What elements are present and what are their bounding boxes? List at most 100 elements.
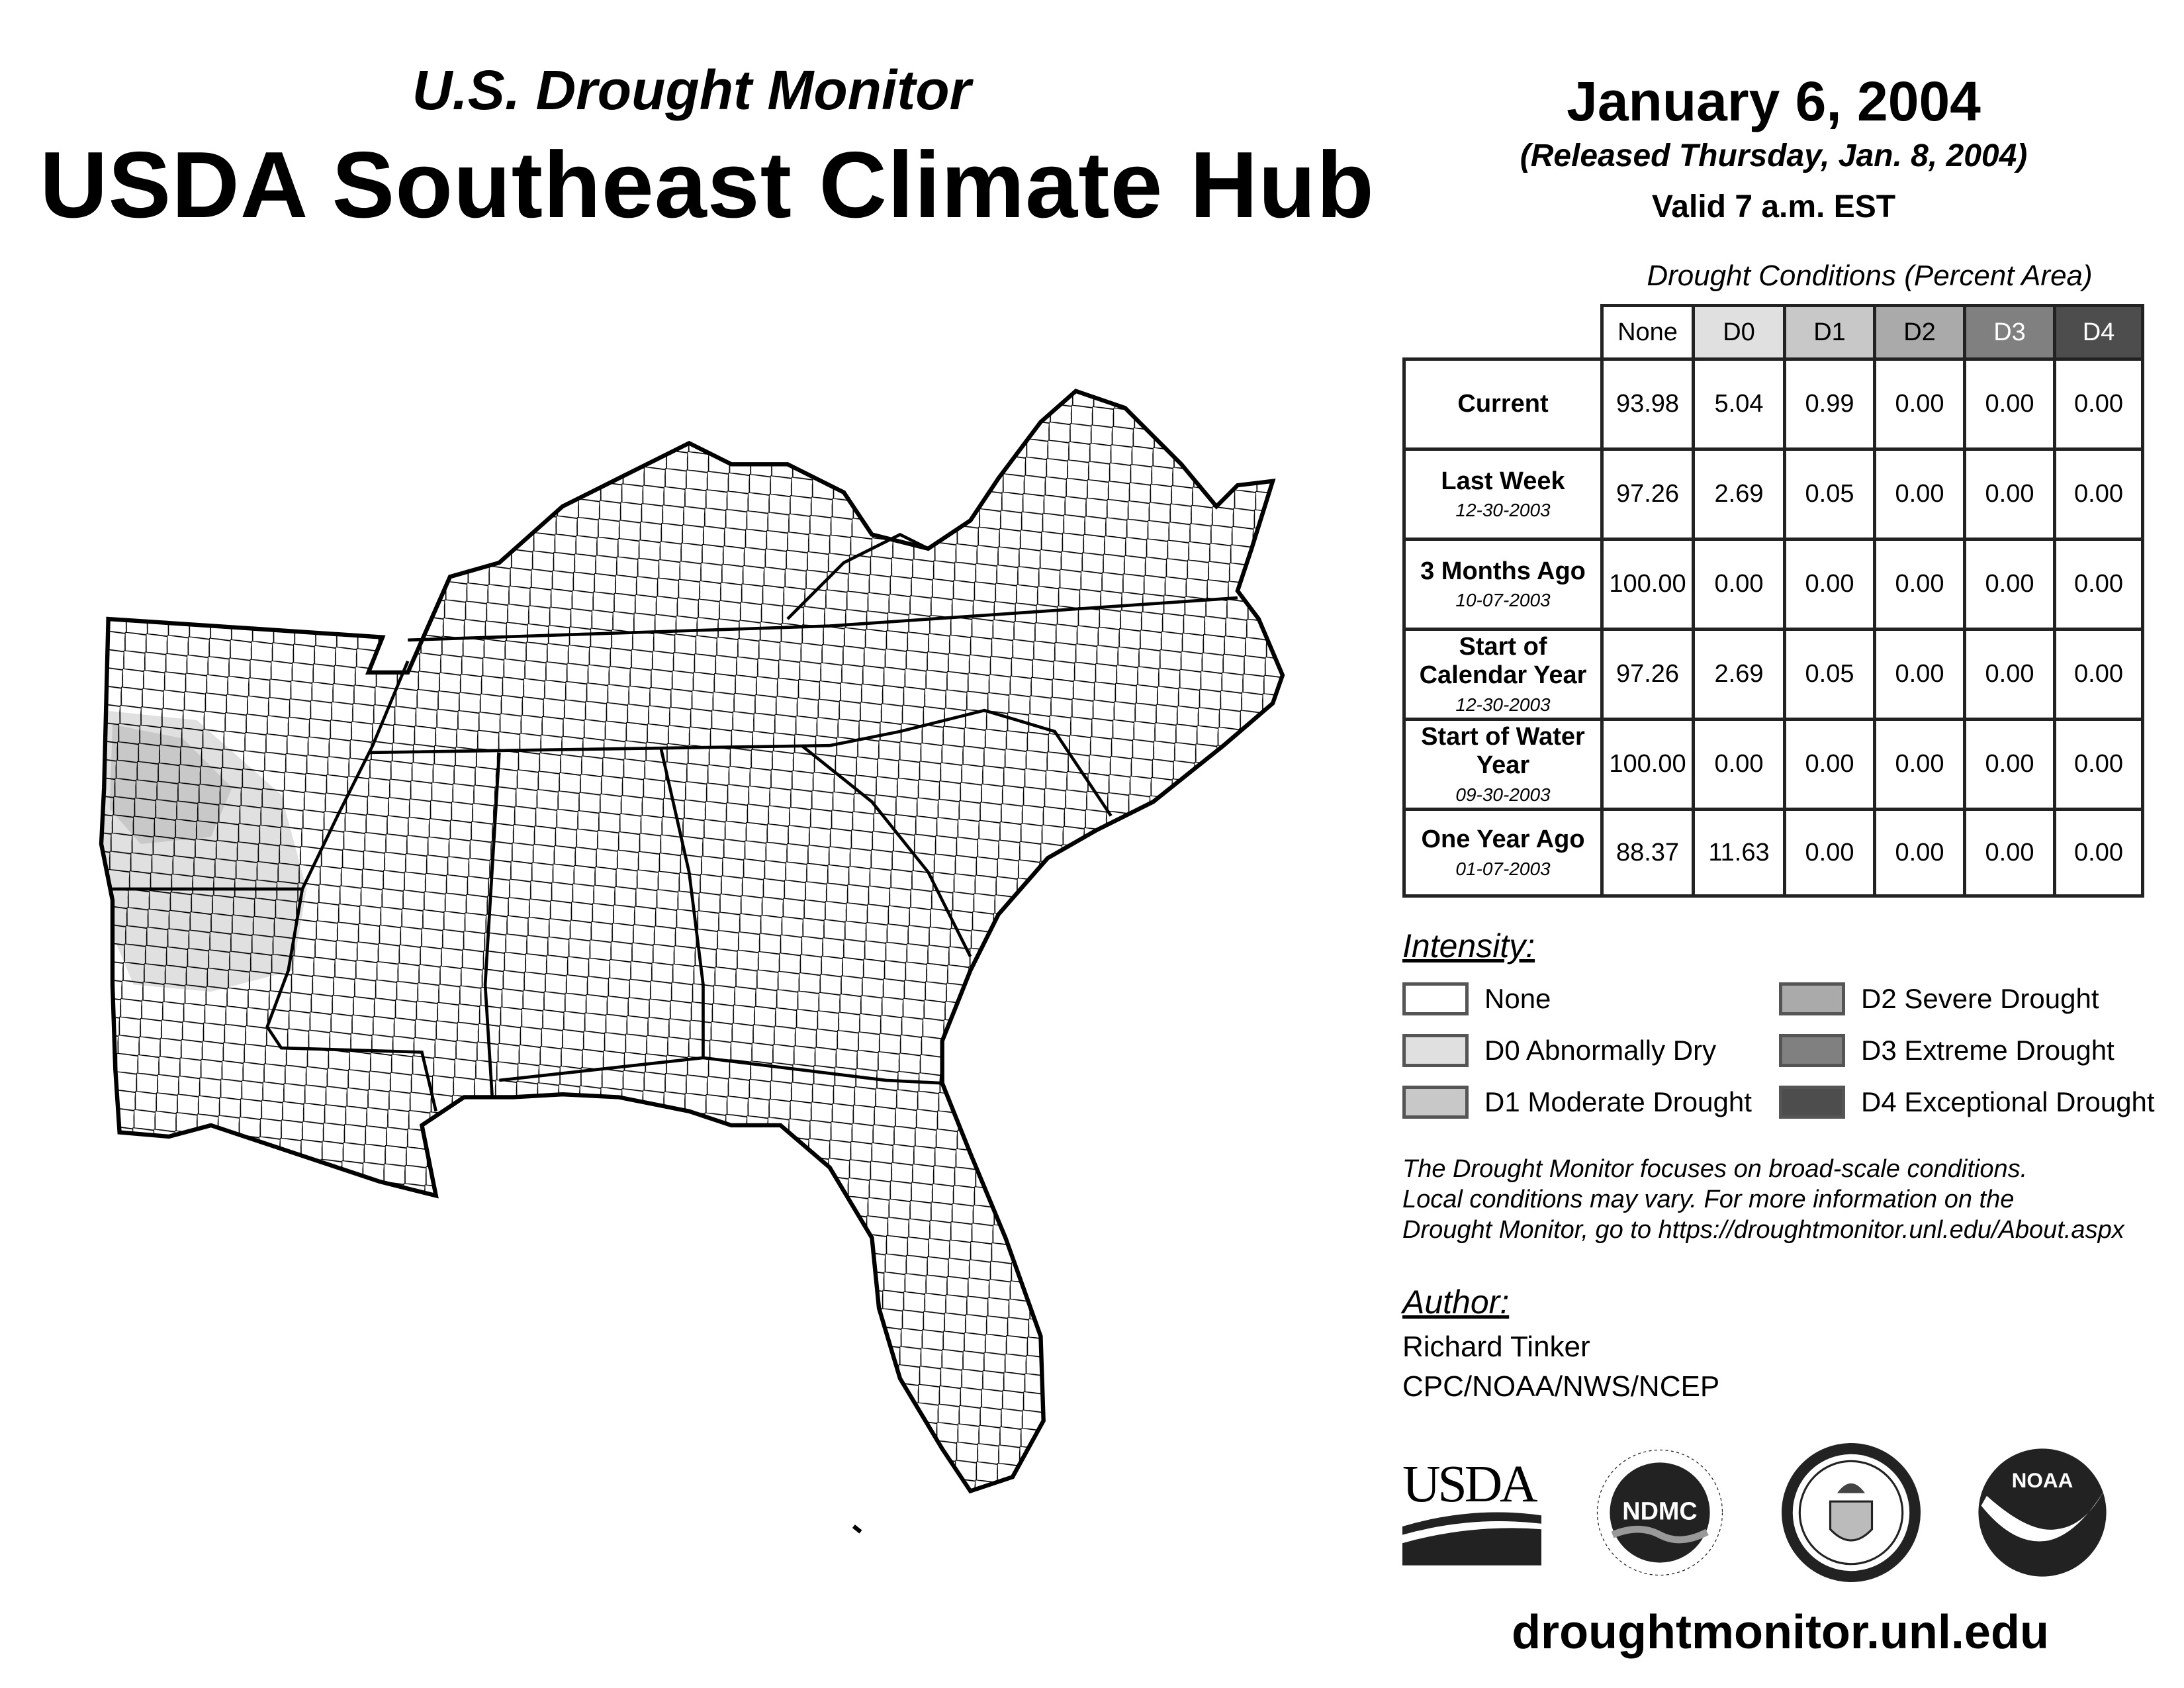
state-boundaries [112, 532, 1238, 1112]
website-url[interactable]: droughtmonitor.unl.edu [1512, 1606, 2049, 1659]
svg-text:USDA: USDA [1402, 1455, 1538, 1513]
row-label: One Year Ago 01-07-2003 [1402, 808, 1600, 898]
row-label: Current [1402, 357, 1600, 447]
table-row: Current 93.98 5.04 0.99 0.00 0.00 0.00 [1402, 357, 2144, 447]
cell-none: 88.37 [1600, 808, 1692, 898]
disclaimer-note: The Drought Monitor focuses on broad-sca… [1402, 1154, 2124, 1245]
legend-item: D4 Exceptional Drought [1779, 1086, 2155, 1119]
cell-d0: 5.04 [1692, 357, 1783, 447]
note-line: The Drought Monitor focuses on broad-sca… [1402, 1155, 2028, 1183]
row-label-text: One Year Ago [1421, 825, 1585, 854]
table-title: Drought Conditions (Percent Area) [1647, 259, 2093, 292]
author-heading: Author: [1402, 1284, 1510, 1321]
cell-d4: 0.00 [2053, 447, 2144, 538]
cell-d3: 0.00 [1963, 447, 2053, 538]
svg-text:NDMC: NDMC [1622, 1498, 1697, 1526]
cell-d1: 0.00 [1783, 808, 1873, 898]
legend-item: D2 Severe Drought [1779, 982, 2099, 1015]
cell-d1: 0.05 [1783, 628, 1873, 718]
column-header-d3: D3 [1963, 304, 2053, 357]
cell-d3: 0.00 [1963, 718, 2053, 808]
cell-none: 93.98 [1600, 357, 1692, 447]
valid-time: Valid 7 a.m. EST [1651, 189, 1896, 224]
note-line: Local conditions may vary. For more info… [1402, 1186, 2015, 1213]
cell-none: 100.00 [1600, 718, 1692, 808]
cell-d0: 0.00 [1692, 718, 1783, 808]
row-label-text: 3 Months Ago [1420, 557, 1586, 585]
column-header-d2: D2 [1873, 304, 1963, 357]
author-name: Richard Tinker [1402, 1331, 1590, 1363]
row-label-text: Start of Water Year [1421, 722, 1585, 780]
cell-d1: 0.99 [1783, 357, 1873, 447]
legend-swatch [1779, 1034, 1845, 1067]
row-date: 12-30-2003 [1455, 694, 1551, 716]
legend-swatch [1402, 1034, 1469, 1067]
cell-d0: 11.63 [1692, 808, 1783, 898]
cell-d0: 2.69 [1692, 628, 1783, 718]
column-header-d1: D1 [1783, 304, 1873, 357]
release-date: (Released Thursday, Jan. 8, 2004) [1520, 138, 2028, 173]
cell-d4: 0.00 [2053, 538, 2144, 628]
legend-swatch [1779, 982, 1845, 1015]
legend-item: D1 Moderate Drought [1402, 1086, 1752, 1119]
legend-item: D3 Extreme Drought [1779, 1034, 2115, 1067]
table-row: Last Week 12-30-2003 97.26 2.69 0.05 0.00 0.00… [1402, 447, 2144, 538]
legend-swatch [1402, 982, 1469, 1015]
cell-d4: 0.00 [2053, 628, 2144, 718]
row-label-text: Current [1457, 389, 1549, 418]
row-date: 12-30-2003 [1455, 500, 1551, 521]
legend-label: D2 Severe Drought [1861, 983, 2099, 1014]
legend-swatch [1402, 1086, 1469, 1119]
column-header-d0: D0 [1692, 304, 1783, 357]
legend-item: D0 Abnormally Dry [1402, 1034, 1716, 1067]
cell-d2: 0.00 [1873, 628, 1963, 718]
cell-d3: 0.00 [1963, 357, 2053, 447]
table-row: One Year Ago 01-07-2003 88.37 11.63 0.00 0.00… [1402, 808, 2144, 898]
legend-heading: Intensity: [1402, 927, 1535, 964]
legend-swatch [1779, 1086, 1845, 1119]
table-row: 3 Months Ago 10-07-2003 100.00 0.00 0.00 0.00… [1402, 538, 2144, 628]
cell-d0: 2.69 [1692, 447, 1783, 538]
legend-label: D4 Exceptional Drought [1861, 1086, 2155, 1117]
row-label: Start of Water Year 09-30-2003 [1402, 718, 1600, 808]
row-date: 09-30-2003 [1455, 784, 1551, 806]
author-org: CPC/NOAA/NWS/NCEP [1402, 1370, 1720, 1403]
noaa-logo: NOAA [1978, 1448, 2107, 1577]
row-label-text: Last Week [1441, 467, 1565, 495]
cell-none: 97.26 [1600, 447, 1692, 538]
row-label-text: Start of Calendar Year [1419, 632, 1587, 690]
note-line: Drought Monitor, go to https://droughtmo… [1402, 1216, 2124, 1244]
page-title: USDA Southeast Climate Hub [40, 132, 1375, 238]
drought-stats-table: None D0 D1 D2 D3 D4 Current 93.98 5.04 0.99 0.00 0.… [1402, 304, 2144, 900]
cell-d2: 0.00 [1873, 718, 1963, 808]
cell-d3: 0.00 [1963, 808, 2053, 898]
cell-d3: 0.00 [1963, 538, 2053, 628]
row-label: Last Week 12-30-2003 [1402, 447, 1600, 538]
cell-d4: 0.00 [2053, 718, 2144, 808]
row-date: 01-07-2003 [1455, 858, 1551, 879]
cell-d2: 0.00 [1873, 357, 1963, 447]
row-label: 3 Months Ago 10-07-2003 [1402, 538, 1600, 628]
monitor-subtitle: U.S. Drought Monitor [412, 59, 972, 121]
legend-label: D3 Extreme Drought [1861, 1035, 2115, 1066]
cell-none: 100.00 [1600, 538, 1692, 628]
row-date: 10-07-2003 [1455, 590, 1551, 611]
column-header-d4: D4 [2053, 304, 2144, 357]
cell-d1: 0.05 [1783, 447, 1873, 538]
cell-d3: 0.00 [1963, 628, 2053, 718]
legend-label: D1 Moderate Drought [1484, 1086, 1752, 1117]
row-label: Start of Calendar Year 12-30-2003 [1402, 628, 1600, 718]
cell-d2: 0.00 [1873, 447, 1963, 538]
legend-label: None [1484, 983, 1551, 1014]
cell-d2: 0.00 [1873, 808, 1963, 898]
ndmc-logo: NDMC [1596, 1449, 1723, 1576]
table-row: Start of Calendar Year 12-30-2003 97.26 2.6… [1402, 628, 2144, 718]
table-row: Start of Water Year 09-30-2003 100.00 0.00 0… [1402, 718, 2144, 808]
legend-item: None [1402, 982, 1551, 1015]
cell-none: 97.26 [1600, 628, 1692, 718]
cell-d4: 0.00 [2053, 808, 2144, 898]
cell-d4: 0.00 [2053, 357, 2144, 447]
cell-d0: 0.00 [1692, 538, 1783, 628]
column-header-none: None [1600, 304, 1692, 357]
